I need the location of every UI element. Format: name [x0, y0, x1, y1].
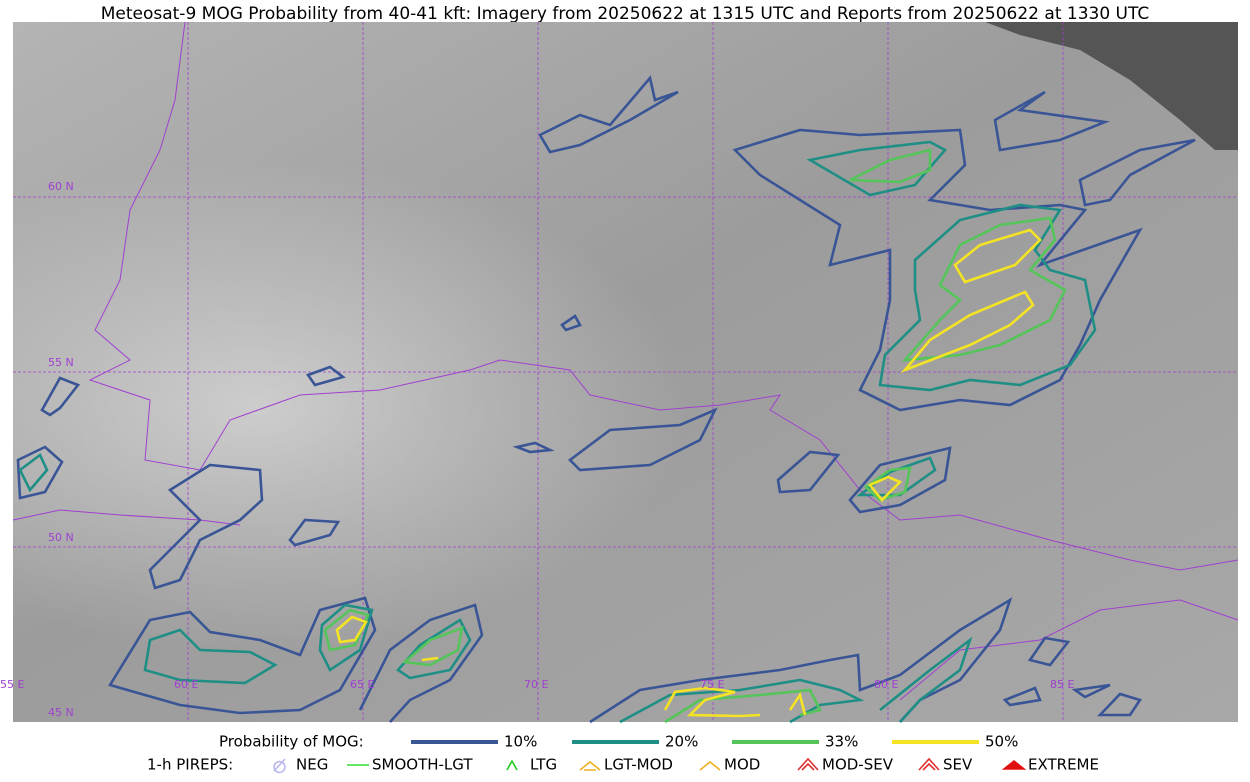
- border: [899, 599, 1239, 701]
- legend-label: 33%: [825, 733, 858, 751]
- lon-label: 70 E: [524, 678, 548, 691]
- legend-label: 50%: [985, 733, 1018, 751]
- legend-icon: [273, 758, 286, 774]
- lon-label: 75 E: [700, 678, 724, 691]
- legend-label: MOD-SEV: [822, 756, 894, 774]
- lat-label: 50 N: [48, 531, 74, 544]
- lat-label: 45 N: [48, 706, 74, 719]
- legend-title: Probability of MOG:: [219, 733, 364, 751]
- lon-label: 55 E: [0, 678, 24, 691]
- lon-label: 80 E: [874, 678, 898, 691]
- legend-icon: [506, 759, 518, 771]
- border: [12, 509, 241, 526]
- legend-label: LTG: [530, 756, 557, 774]
- border: [88, 21, 1239, 571]
- lon-label: 60 E: [174, 678, 198, 691]
- legend-icon: [918, 757, 940, 771]
- map: 60 N 55 N 50 N 45 N 55 E 60 E 65 E 70 E …: [0, 21, 1239, 724]
- legend-label: EXTREME: [1028, 756, 1099, 774]
- legend: Probability of MOG: 1-h PIREPS: 10% 20% 33…: [147, 733, 1099, 774]
- lat-label: 55 N: [48, 356, 74, 369]
- legend-label: NEG: [296, 756, 328, 774]
- legend-title: 1-h PIREPS:: [147, 756, 233, 774]
- lon-label: 85 E: [1050, 678, 1074, 691]
- lat-label: 60 N: [48, 180, 74, 193]
- legend-icon: [1001, 759, 1027, 770]
- legend-label: 20%: [665, 733, 698, 751]
- contours: [16, 75, 1196, 724]
- legend-label: SEV: [943, 756, 973, 774]
- legend-icon: [699, 760, 721, 771]
- no-data: [985, 22, 1238, 150]
- title: Meteosat-9 MOG Probability from 40-41 kf…: [101, 4, 1150, 24]
- legend-icon: [579, 760, 601, 771]
- legend-label: LGT-MOD: [604, 756, 673, 774]
- legend-label: 10%: [504, 733, 537, 751]
- legend-icon: [797, 757, 819, 771]
- legend-label: MOD: [724, 756, 760, 774]
- legend-label: SMOOTH-LGT: [372, 756, 473, 774]
- lon-label: 65 E: [350, 678, 374, 691]
